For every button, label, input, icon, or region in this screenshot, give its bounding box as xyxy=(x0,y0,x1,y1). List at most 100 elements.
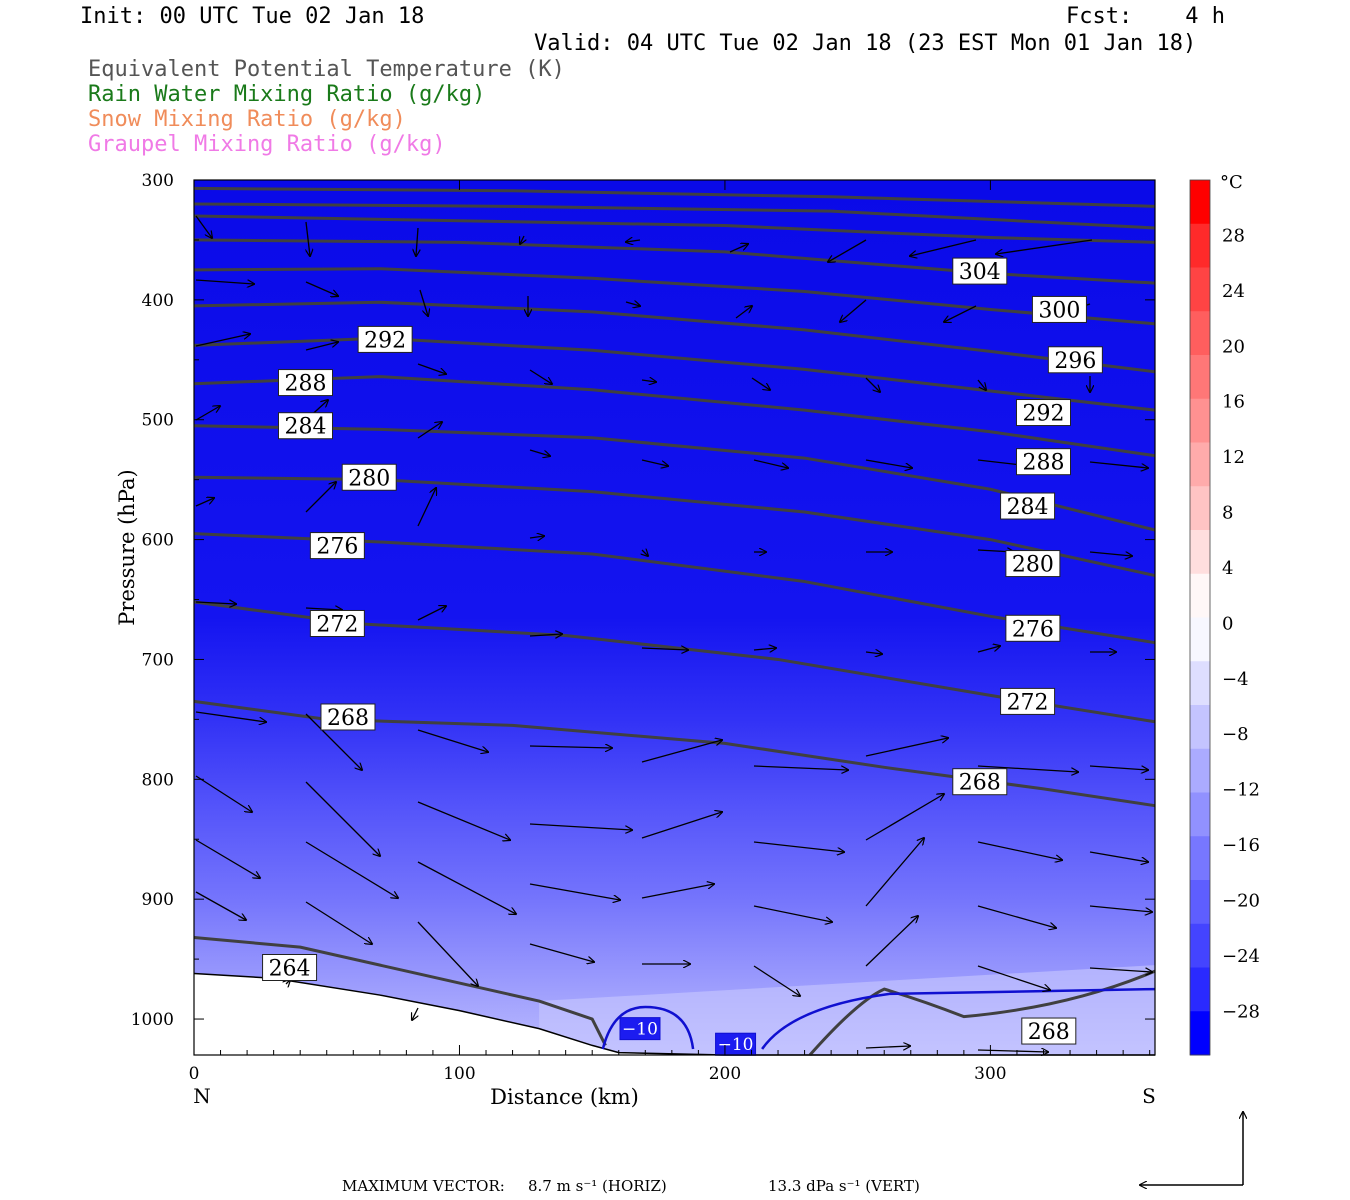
terrain xyxy=(194,973,1155,1055)
contour-label-box xyxy=(1047,346,1103,374)
wind-vector xyxy=(1089,551,1132,556)
contour-label: 272 xyxy=(1007,690,1049,715)
colorbar-tick-label: 24 xyxy=(1222,281,1245,302)
wind-vector xyxy=(977,646,1000,653)
y-tick-label: 900 xyxy=(142,890,174,910)
max-vector-horiz: 8.7 m s⁻¹ (HORIZ) xyxy=(528,1177,667,1195)
colorbar-frame xyxy=(1189,179,1211,1056)
contour-label: 276 xyxy=(1012,617,1054,642)
wind-vector xyxy=(865,794,944,841)
colorbar-tick-label: 0 xyxy=(1222,613,1233,634)
x-axis-label: Distance (km) xyxy=(490,1085,639,1109)
wind-vector xyxy=(419,289,428,316)
wind-vector xyxy=(306,221,310,256)
colorbar-segment xyxy=(1190,967,1210,1012)
contour-label-box xyxy=(1000,687,1056,715)
wind-vector xyxy=(305,713,362,770)
wind-vector xyxy=(305,482,336,513)
wind-vector xyxy=(529,883,620,900)
init-time: Init: 00 UTC Tue 02 Jan 18 xyxy=(80,4,425,29)
contour-label: 280 xyxy=(1012,553,1054,578)
wind-vector xyxy=(529,449,550,456)
wind-vector xyxy=(1089,967,1152,972)
contour-label-box xyxy=(277,412,333,440)
contour-label-box xyxy=(1000,492,1056,520)
wind-vector xyxy=(195,498,214,507)
wind-vector xyxy=(753,905,832,922)
x-tick-label: 200 xyxy=(709,1064,741,1084)
wind-vector xyxy=(195,711,266,722)
isotherm-minus10-b xyxy=(761,987,1156,1050)
wind-vector xyxy=(529,634,562,636)
y-tick-label: 1000 xyxy=(131,1010,174,1030)
theta-e-contour-upper-11 xyxy=(193,214,1156,244)
wind-vector xyxy=(944,305,977,322)
contour-label-box xyxy=(1005,550,1061,578)
contour-label-box xyxy=(1016,399,1072,427)
wind-vector xyxy=(417,606,446,621)
colorbar-tick-label: −28 xyxy=(1222,1001,1260,1022)
colorbar-tick-label: 4 xyxy=(1222,558,1233,579)
wind-vector xyxy=(417,921,478,986)
wind-vector xyxy=(417,488,436,527)
wind-vector xyxy=(195,775,252,812)
wind-vector xyxy=(529,369,552,384)
wind-vector xyxy=(195,891,246,920)
contour-label-box xyxy=(1031,295,1087,323)
theta-e-contour-268-surface xyxy=(808,969,1156,1056)
theta-e-contour-304 xyxy=(193,238,1156,285)
x-tick-label: 0 xyxy=(189,1064,200,1084)
colorbar-segment xyxy=(1190,311,1210,356)
wind-vector xyxy=(195,279,254,284)
wind-vector xyxy=(641,648,688,650)
contour-label: 300 xyxy=(1038,298,1080,323)
colorbar-segment xyxy=(1190,748,1210,793)
legend-theta-e: Equivalent Potential Temperature (K) xyxy=(88,57,565,82)
contour-label: 296 xyxy=(1054,349,1096,374)
wind-vector xyxy=(641,884,714,899)
contour-label-box xyxy=(320,703,376,731)
wind-vector xyxy=(305,901,372,944)
y-tick-label: 800 xyxy=(142,770,174,790)
wind-vector xyxy=(305,781,380,856)
max-vector-label: MAXIMUM VECTOR: xyxy=(342,1177,505,1195)
contour-label-box xyxy=(341,463,397,491)
wind-vector xyxy=(529,943,594,962)
wind-vector xyxy=(305,841,398,898)
wind-vector xyxy=(977,765,1078,772)
wind-vector xyxy=(753,965,800,996)
wind-vector xyxy=(865,738,948,757)
colorbar-segment xyxy=(1190,792,1210,837)
contour-label: 304 xyxy=(959,260,1001,285)
colorbar-tick-label: −16 xyxy=(1222,835,1260,856)
wind-vector xyxy=(417,422,442,439)
wind-vector xyxy=(977,905,1056,928)
theta-e-contour-292 xyxy=(193,336,1156,412)
max-vector-vert: 13.3 dPa s⁻¹ (VERT) xyxy=(768,1177,920,1195)
wind-vector xyxy=(416,227,418,256)
legend-rain: Rain Water Mixing Ratio (g/kg) xyxy=(88,82,486,107)
colorbar-segment xyxy=(1190,661,1210,706)
legend-snow: Snow Mixing Ratio (g/kg) xyxy=(88,107,406,132)
colorbar-segment xyxy=(1190,486,1210,531)
wind-vector xyxy=(1089,905,1152,912)
isotherm-minus10-a xyxy=(601,1005,695,1050)
wind-vector xyxy=(626,240,641,242)
colorbar-tick-label: −4 xyxy=(1222,669,1249,690)
contour-label: 288 xyxy=(1023,451,1065,476)
wind-vector xyxy=(753,765,848,770)
wind-vector xyxy=(729,244,748,253)
isotherm-label: −10 xyxy=(718,1035,754,1055)
colorbar-segment xyxy=(1190,573,1210,618)
colorbar-tick-label: 12 xyxy=(1222,447,1245,468)
contour-label-box xyxy=(357,325,413,353)
wind-vector xyxy=(865,459,912,468)
wind-vector xyxy=(753,648,776,650)
contour-label: 284 xyxy=(284,415,326,440)
wind-vector xyxy=(529,536,544,538)
colorbar-segment xyxy=(1190,923,1210,968)
wind-vector xyxy=(977,379,986,390)
wind-vector xyxy=(865,916,918,967)
colorbar-segment xyxy=(1190,530,1210,575)
